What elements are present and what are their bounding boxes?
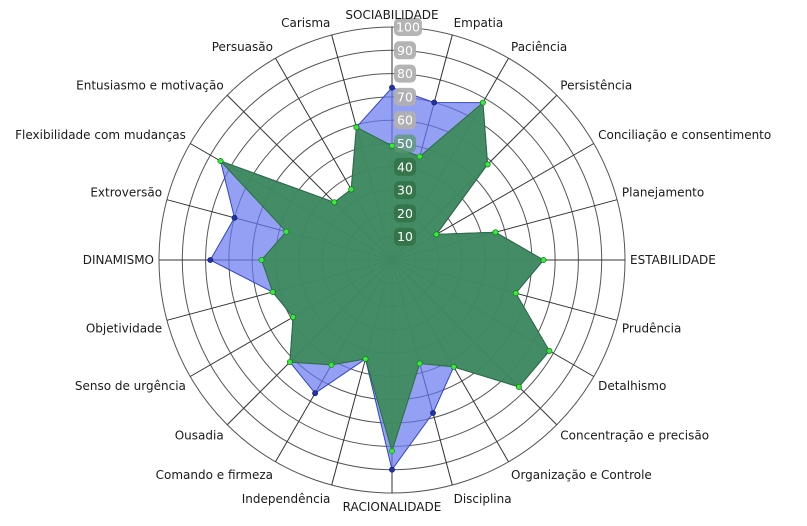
series-2-point-carisma <box>353 124 360 131</box>
category-label-persistencia: Persistência <box>560 79 632 93</box>
series-2-point-extroversao <box>283 228 290 235</box>
category-label-planejamento: Planejamento <box>622 185 704 199</box>
tick-label-60: 60 <box>394 111 416 130</box>
series-1-point-extroversao <box>231 214 238 221</box>
series-2-area <box>220 101 551 453</box>
tick-label-text: 70 <box>397 89 413 104</box>
category-label-detalhismo: Detalhismo <box>598 379 666 393</box>
tick-label-bg <box>394 157 416 176</box>
series-1-point-comando-e-firmeza <box>312 390 318 397</box>
category-label-estabilidade: ESTABILIDADE <box>630 253 716 267</box>
tick-label-text: 100 <box>396 20 420 35</box>
tick-label-bg <box>394 134 416 153</box>
tick-label-bg <box>394 41 416 60</box>
series-1-point-sociabilidade <box>389 84 395 91</box>
tick-label-50: 50 <box>394 134 416 153</box>
tick-label-bg <box>394 181 416 200</box>
series-2-point-independencia <box>362 356 369 362</box>
tick-label-30: 30 <box>394 181 416 200</box>
tick-label-20: 20 <box>394 204 416 223</box>
series-2-point-comando-e-firmeza <box>328 361 335 368</box>
category-label-independencia: Independência <box>242 492 331 506</box>
category-label-racionalidade: RACIONALIDADE <box>343 500 442 514</box>
tick-label-bg <box>394 204 416 223</box>
category-label-empatia: Empatia <box>454 16 504 30</box>
series-2-point-flexibilidade-com-mudancas <box>217 158 224 164</box>
category-label-persuasao: Persuasão <box>212 40 273 54</box>
tick-label-bg <box>394 227 416 246</box>
tick-label-text: 10 <box>397 229 413 244</box>
series-2-point-persuasao <box>348 186 355 193</box>
series-2-point-entusiasmo-e-motivacao <box>331 199 338 206</box>
category-label-organizacao-e-controle: Organização e Controle <box>511 468 652 482</box>
series-2-point-prudencia <box>512 290 519 297</box>
category-label-flexibilidade-com-mudancas: Flexibilidade com mudanças <box>15 128 186 142</box>
series-1-point-empatia <box>431 99 438 106</box>
tick-label-70: 70 <box>394 87 416 106</box>
category-label-senso-de-urgencia: Senso de urgência <box>75 379 186 393</box>
series-2-point-senso-de-urgencia <box>290 314 296 320</box>
series-1-point-racionalidade <box>389 466 395 473</box>
series-1-point-disciplina <box>430 410 436 416</box>
category-label-paciencia: Paciência <box>511 40 567 54</box>
tick-label-text: 60 <box>397 113 413 128</box>
category-label-sociabilidade: SOCIABILIDADE <box>345 8 438 22</box>
category-label-entusiasmo-e-motivacao: Entusiasmo e motivação <box>76 79 224 93</box>
series-points <box>207 84 553 473</box>
tick-label-bg <box>394 87 416 106</box>
tick-label-text: 30 <box>397 183 413 198</box>
series-2-point-persistencia <box>484 161 491 168</box>
series-2-point-racionalidade <box>389 448 395 454</box>
series-2-point-organizacao-e-controle <box>450 363 457 370</box>
series-2-point-concentracao-e-precisao <box>516 383 522 390</box>
category-label-prudencia: Prudência <box>622 322 681 336</box>
tick-label-80: 80 <box>394 64 416 83</box>
series-2-point-disciplina <box>416 360 423 367</box>
category-label-dinamismo: DINAMISMO <box>83 253 154 267</box>
series-1-point-dinamismo <box>207 257 214 263</box>
series-2-point-dinamismo <box>258 257 265 263</box>
category-labels: SOCIABILIDADE Empatia Paciência Persistênci… <box>15 8 771 514</box>
tick-label-40: 40 <box>394 157 416 176</box>
category-label-objetividade: Objetividade <box>86 322 162 336</box>
category-label-concentracao-e-precisao: Concentração e precisão <box>560 428 709 442</box>
tick-label-bg <box>394 18 422 36</box>
series-2-point-sociabilidade <box>389 142 395 149</box>
series-2-point-objetividade <box>269 289 276 295</box>
tick-label-90: 90 <box>394 41 416 60</box>
tick-label-text: 40 <box>397 159 413 174</box>
tick-label-10: 10 <box>394 227 416 246</box>
series-2-point-estabilidade <box>540 257 547 263</box>
tick-label-bg <box>394 64 416 83</box>
series-2-point-conciliacao-e-consentimento <box>433 231 440 238</box>
series-2-point-ousadia <box>286 359 293 365</box>
category-label-extroversao: Extroversão <box>90 185 162 199</box>
tick-label-text: 90 <box>397 43 413 58</box>
category-label-ousadia: Ousadia <box>175 428 224 442</box>
tick-label-text: 50 <box>397 136 413 151</box>
series-2-point-planejamento <box>492 229 499 236</box>
series-2-point-empatia <box>416 153 423 160</box>
series-2-point-detalhismo <box>546 347 553 354</box>
radial-tick-labels: 10 20 30 40 50 60 70 80 90 100 <box>394 18 422 246</box>
tick-label-bg <box>394 111 416 130</box>
tick-label-text: 80 <box>397 66 413 81</box>
series-2-point-paciencia <box>479 99 486 106</box>
category-label-disciplina: Disciplina <box>454 492 512 506</box>
category-label-comando-e-firmeza: Comando e firmeza <box>156 468 273 482</box>
tick-label-100: 100 <box>394 18 422 36</box>
category-label-conciliacao-e-consentimento: Conciliação e consentimento <box>598 128 771 142</box>
category-label-carisma: Carisma <box>281 16 330 30</box>
tick-label-text: 20 <box>397 206 413 221</box>
